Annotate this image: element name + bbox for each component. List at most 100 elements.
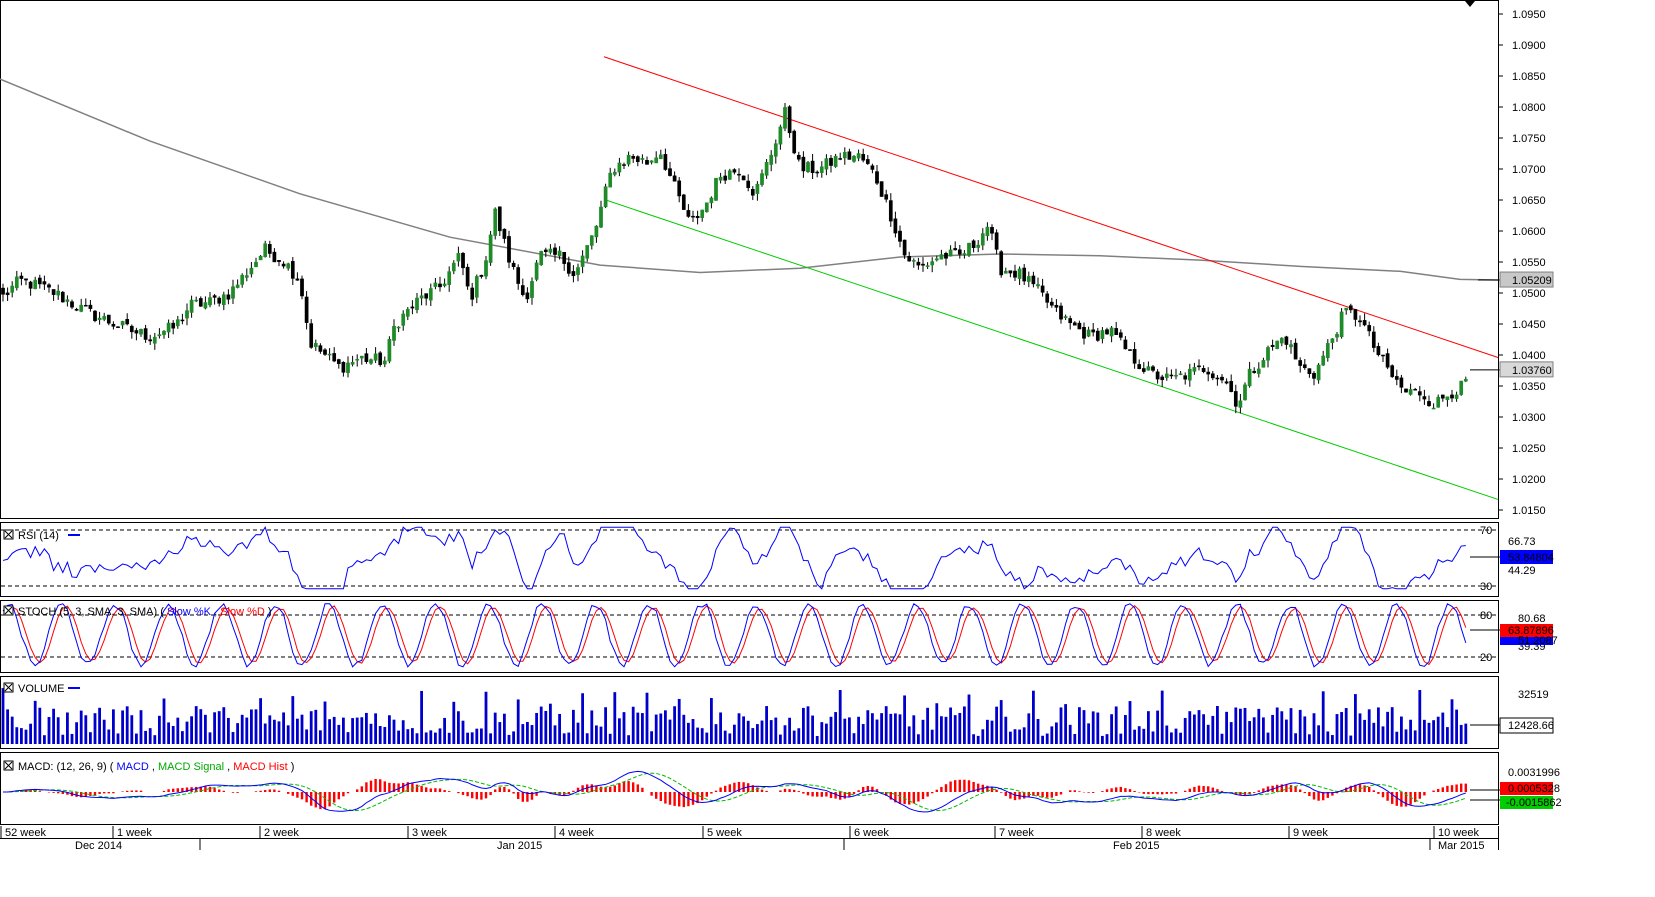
- macd-hist-value-box: [1500, 782, 1553, 795]
- volume-bar: [227, 717, 230, 744]
- candle: [640, 154, 645, 164]
- candle: [28, 280, 33, 296]
- price-tick-label: 1.0400: [1512, 350, 1546, 362]
- macd-hist-bar: [1161, 792, 1164, 795]
- volume-bar: [213, 712, 216, 744]
- macd-hist-bar: [1207, 786, 1210, 792]
- macd-hist-bar: [167, 789, 170, 792]
- week-label: 2 week: [264, 827, 299, 839]
- candle: [819, 161, 824, 178]
- volume-bar: [484, 691, 488, 744]
- candle-bull: [102, 316, 107, 320]
- candle: [14, 270, 19, 291]
- candle-bear: [971, 240, 976, 248]
- candle: [1321, 350, 1326, 366]
- candle: [525, 287, 530, 304]
- volume-bar: [507, 734, 511, 744]
- candle: [612, 168, 617, 177]
- candle: [1174, 368, 1178, 380]
- volume-bar: [1165, 725, 1169, 744]
- candle: [686, 204, 691, 218]
- candle-bull: [640, 158, 645, 160]
- macd-hist-bar: [825, 792, 828, 797]
- candle: [944, 251, 948, 266]
- macd-hist-bar: [287, 792, 290, 794]
- candle-bull: [980, 233, 985, 246]
- candle-bear: [1197, 365, 1201, 368]
- macd-hist-bar: [737, 781, 741, 792]
- volume-bar: [1455, 709, 1458, 744]
- volume-bar: [1078, 707, 1081, 744]
- candle-bear: [424, 293, 429, 299]
- candle: [111, 321, 116, 330]
- candle-bull: [405, 309, 410, 317]
- candle: [194, 296, 199, 303]
- volume-bar: [1036, 718, 1040, 744]
- macd-hist-bar: [1110, 788, 1113, 792]
- week-label: 9 week: [1293, 827, 1328, 839]
- candle-bear: [1376, 346, 1381, 356]
- volume-bar: [401, 720, 405, 744]
- candle-bear: [553, 247, 557, 255]
- candle-bear: [116, 326, 120, 328]
- candle: [930, 257, 935, 273]
- macd-hist-bar: [346, 792, 350, 794]
- candle-bear: [290, 261, 295, 279]
- stoch-k-value: 51.2087: [1518, 635, 1558, 647]
- price-axis: 1.0950 1.0900 1.0850 1.0800 1.0750 1.0700 1.06…: [1498, 9, 1546, 517]
- volume-bar: [217, 711, 221, 744]
- candle-bull: [56, 290, 61, 296]
- candle-bear: [1141, 368, 1146, 372]
- candle: [171, 320, 176, 335]
- volume-bar: [530, 725, 534, 744]
- volume-bar: [466, 732, 469, 744]
- macd-hist-bar: [402, 782, 405, 792]
- candle-bull: [755, 183, 760, 194]
- candle: [838, 152, 843, 161]
- volume-bar: [388, 715, 391, 744]
- macd-hist-bar: [112, 792, 115, 794]
- candle-bull: [350, 361, 355, 365]
- macd-hist-bar: [655, 792, 658, 799]
- volume-bar: [1262, 717, 1265, 744]
- candle-bear: [323, 349, 327, 355]
- candle-bear: [1390, 365, 1395, 377]
- volume-bar: [1252, 717, 1256, 744]
- volume-bar: [714, 724, 718, 744]
- price-value-labels: 1.05209 1.03760: [1470, 271, 1554, 378]
- candle: [921, 257, 925, 272]
- scroll-marker-icon[interactable]: [1465, 1, 1475, 7]
- candle: [277, 259, 281, 267]
- volume-bar: [857, 716, 860, 744]
- candle-bear: [1381, 354, 1385, 357]
- candle-bear: [723, 175, 728, 181]
- candle: [1128, 349, 1132, 351]
- candle-bear: [148, 339, 153, 342]
- candle: [907, 251, 912, 262]
- candle: [1275, 340, 1280, 350]
- volume-bar: [1027, 713, 1031, 744]
- candle: [796, 151, 801, 162]
- candle-bull: [484, 260, 488, 277]
- macd-hist-bar: [342, 792, 345, 797]
- volume-bar: [875, 719, 879, 744]
- rsi-current-value: 53.84804: [1508, 552, 1554, 564]
- macd-hist-bar: [457, 792, 460, 794]
- macd-hist-bar: [875, 789, 879, 792]
- candle-bear: [1233, 391, 1238, 407]
- volume-bar: [1239, 708, 1242, 744]
- macd-hist-bar: [1184, 790, 1187, 792]
- candle-bear: [1128, 349, 1132, 351]
- candle: [1390, 364, 1395, 379]
- candle: [553, 243, 557, 262]
- candle-bull: [373, 353, 378, 361]
- macd-hist-bar: [595, 785, 598, 792]
- candle-bear: [1059, 305, 1063, 320]
- volume-bar: [10, 716, 14, 744]
- candle: [755, 181, 760, 201]
- candle: [934, 255, 939, 262]
- candle: [1256, 362, 1261, 378]
- volume-bar: [6, 709, 9, 744]
- week-label: 5 week: [707, 827, 742, 839]
- macd-hist-bar: [843, 792, 846, 799]
